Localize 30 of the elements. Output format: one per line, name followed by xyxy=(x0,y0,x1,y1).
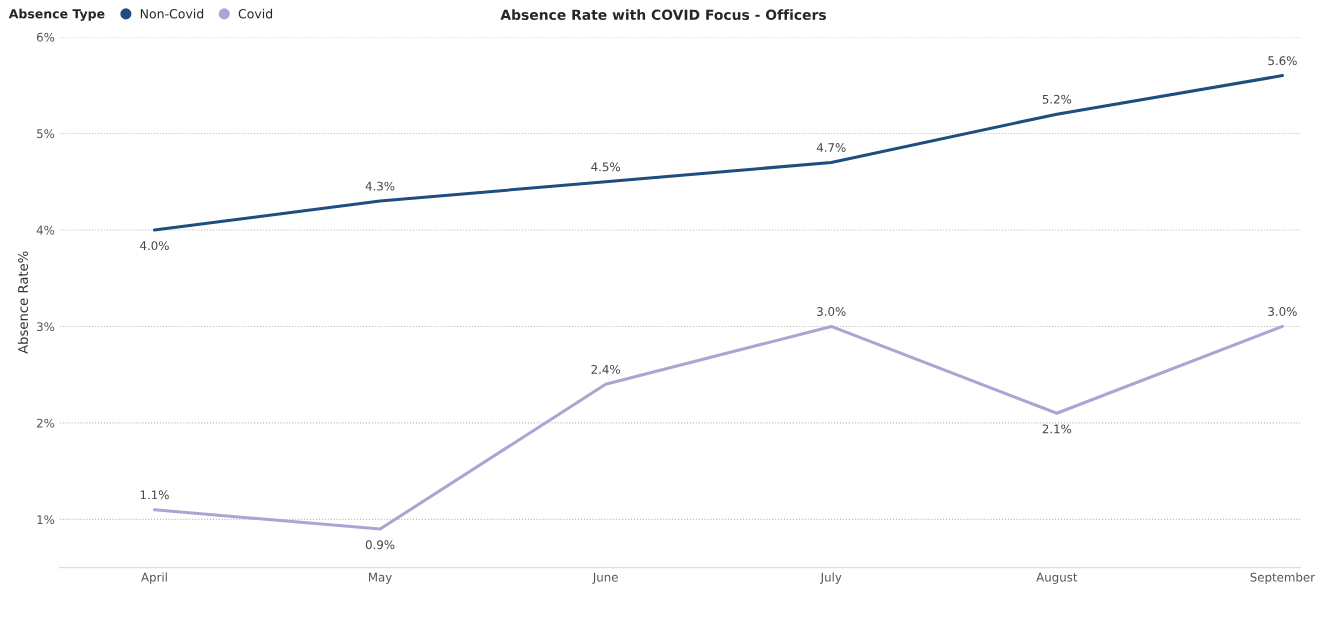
data-label: 0.9% xyxy=(365,540,395,550)
data-label: 5.2% xyxy=(1042,94,1072,104)
data-label: 2.1% xyxy=(1042,424,1072,434)
data-label: 3.0% xyxy=(1268,307,1297,316)
y-tick-label: 5% xyxy=(37,129,55,139)
x-tick-label: July xyxy=(820,572,842,584)
x-tick-label: August xyxy=(1036,572,1078,584)
data-label: 1.1% xyxy=(140,490,169,500)
data-label: 4.5% xyxy=(591,162,620,172)
y-tick-label: 2% xyxy=(36,418,55,428)
x-tick-label: May xyxy=(369,572,392,584)
y-tick-label: 3% xyxy=(37,322,55,332)
line-series xyxy=(152,74,1284,232)
x-tick-label: June xyxy=(592,572,618,584)
x-tick-label: April xyxy=(141,572,167,584)
legend-title: Absence Type xyxy=(8,8,105,21)
data-label: 4.7% xyxy=(816,143,846,152)
legend-label: Non-Covid xyxy=(140,8,204,19)
data-label: 3.0% xyxy=(817,307,846,316)
y-axis-title: Absence Rate% xyxy=(17,251,29,354)
chart-title: Absence Rate with COVID Focus - Officers xyxy=(500,9,826,21)
legend-label: Covid xyxy=(238,8,273,19)
data-label: 2.4% xyxy=(591,364,620,374)
x-tick-label: September xyxy=(1250,572,1316,584)
data-label: 4.3% xyxy=(365,181,395,191)
data-label: 4.0% xyxy=(140,241,169,251)
y-tick-label: 1% xyxy=(37,515,55,525)
y-tick-label: 4% xyxy=(36,225,55,235)
y-tick-label: 6% xyxy=(36,32,55,42)
data-label: 5.6% xyxy=(1268,56,1297,66)
